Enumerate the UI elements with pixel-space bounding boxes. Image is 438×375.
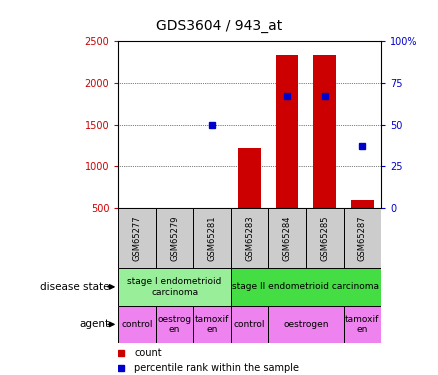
Bar [231, 208, 268, 268]
Bar [156, 208, 193, 268]
Text: stage II endometrioid carcinoma: stage II endometrioid carcinoma [233, 282, 379, 291]
Text: GSM65285: GSM65285 [320, 215, 329, 261]
Text: GSM65284: GSM65284 [283, 215, 292, 261]
Bar [314, 55, 336, 208]
Text: GSM65283: GSM65283 [245, 215, 254, 261]
Text: tamoxif
en: tamoxif en [345, 315, 379, 334]
Bar [343, 306, 381, 343]
Text: percentile rank within the sample: percentile rank within the sample [134, 363, 299, 373]
Bar [268, 306, 343, 343]
Text: GSM65277: GSM65277 [133, 215, 141, 261]
Bar [268, 208, 306, 268]
Bar [231, 268, 381, 306]
Bar [231, 306, 268, 343]
Text: oestrog
en: oestrog en [158, 315, 192, 334]
Text: stage I endometrioid
carcinoma: stage I endometrioid carcinoma [127, 277, 222, 297]
Text: GSM65287: GSM65287 [358, 215, 367, 261]
Text: count: count [134, 348, 162, 358]
Bar [306, 208, 343, 268]
Bar [276, 56, 298, 208]
Bar [193, 306, 231, 343]
Text: disease state: disease state [40, 282, 110, 292]
Bar [351, 200, 374, 208]
Text: oestrogen: oestrogen [283, 320, 329, 329]
Text: control: control [121, 320, 153, 329]
Bar [118, 268, 231, 306]
Text: GDS3604 / 943_at: GDS3604 / 943_at [156, 19, 282, 33]
Text: GSM65279: GSM65279 [170, 215, 179, 261]
Text: agent: agent [79, 320, 110, 329]
Bar [118, 306, 156, 343]
Bar [156, 306, 193, 343]
Text: control: control [234, 320, 265, 329]
Bar [343, 208, 381, 268]
Text: GSM65281: GSM65281 [208, 215, 217, 261]
Bar [193, 208, 231, 268]
Bar [118, 208, 156, 268]
Bar [238, 148, 261, 208]
Text: tamoxif
en: tamoxif en [195, 315, 230, 334]
